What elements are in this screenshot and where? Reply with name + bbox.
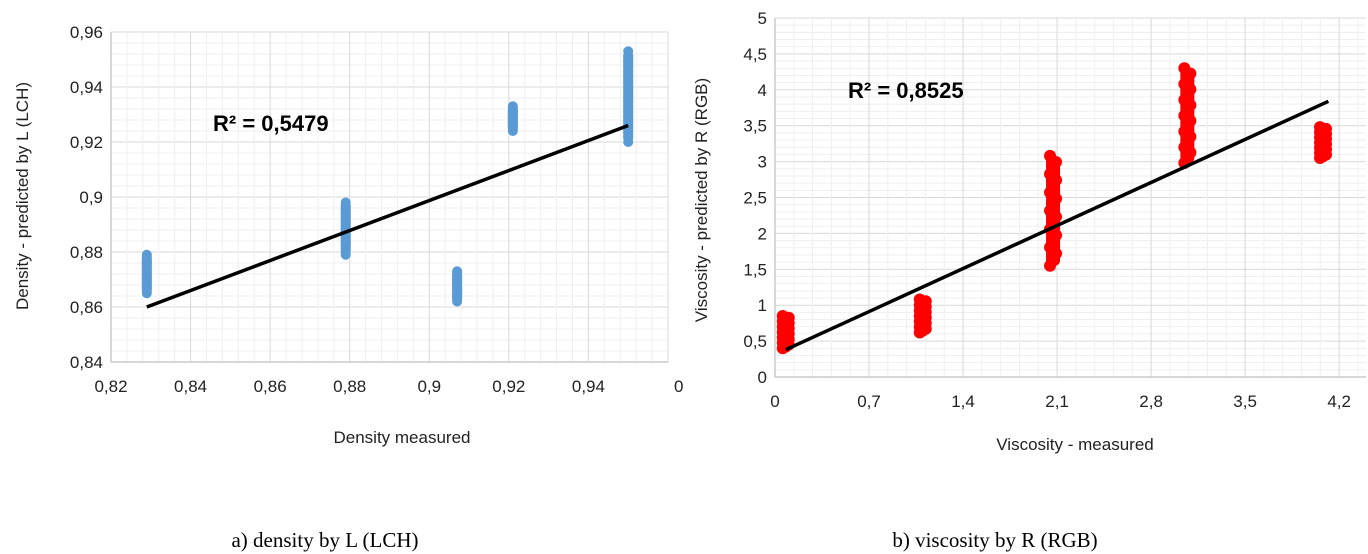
x-tick-label: 0,94 [572, 377, 605, 396]
y-tick-label: 0,9 [79, 188, 103, 207]
chart-b-x-axis-label: Viscosity - measured [996, 435, 1153, 454]
x-tick-label: 0,92 [492, 377, 525, 396]
chart-b-grid [774, 17, 1366, 378]
y-tick-label: 0,96 [70, 23, 103, 42]
chart-b-tick-labels: 0 0,5 1 1,5 2 2,5 3 3,5 4 4,5 5 0 0,7 1,4 2,1 2,8 3,5 4,2 [743, 9, 1351, 411]
chart-b-r2-annotation: R² = 0,8525 [848, 78, 964, 103]
chart-density: 0,84 0,86 0,88 0,9 0,92 0,94 0,96 0,82 0,84 0,86 0… [13, 23, 683, 552]
chart-a-y-axis-label: Density - predicted by L (LCH) [13, 82, 32, 310]
y-tick-label: 4 [758, 81, 767, 100]
trendline [146, 123, 629, 309]
x-tick-label: 0,9 [417, 377, 441, 396]
x-tick-label: 0 [674, 377, 683, 396]
chart-b-trendline [785, 99, 1330, 352]
data-point-cluster [778, 315, 793, 349]
y-tick-label: 0,86 [70, 298, 103, 317]
y-tick-label: 3,5 [743, 117, 767, 136]
data-point-cluster [507, 106, 518, 131]
chart-a-r2-annotation: R² = 0,5479 [213, 111, 329, 136]
data-point-cluster [340, 202, 351, 255]
x-tick-label: 4,2 [1327, 392, 1351, 411]
chart-a-points [141, 46, 634, 307]
chart-a-axes [110, 32, 668, 363]
y-tick-label: 5 [758, 9, 767, 28]
chart-b-points [776, 62, 1333, 355]
data-point-cluster [141, 254, 152, 294]
y-tick-label: 4,5 [743, 45, 767, 64]
y-tick-label: 0,84 [70, 353, 103, 372]
x-tick-label: 3,5 [1233, 392, 1257, 411]
x-tick-label: 0,88 [333, 377, 366, 396]
y-tick-label: 3 [758, 153, 767, 172]
x-tick-label: 2,1 [1045, 392, 1069, 411]
data-point-cluster [1046, 155, 1061, 266]
chart-viscosity: 0 0,5 1 1,5 2 2,5 3 3,5 4 4,5 5 0 0,7 1,4 2,1 2,8 3,5 4,2… [692, 9, 1366, 552]
chart-a-caption: a) density by L (LCH) [231, 528, 418, 552]
x-tick-label: 0,82 [94, 377, 127, 396]
x-tick-label: 1,4 [951, 392, 975, 411]
x-tick-label: 0,7 [857, 392, 881, 411]
data-point-cluster [1316, 127, 1331, 159]
chart-a-tick-labels: 0,84 0,86 0,88 0,9 0,92 0,94 0,96 0,82 0,84 0,86 0… [70, 23, 684, 396]
x-tick-label: 0,84 [174, 377, 207, 396]
y-tick-label: 0,88 [70, 243, 103, 262]
chart-b-y-axis-label: Viscosity - predicted by R (RGB) [692, 78, 711, 322]
data-point-cluster [915, 299, 930, 333]
y-tick-label: 0,94 [70, 78, 103, 97]
chart-b-caption: b) viscosity by R (RGB) [892, 528, 1097, 552]
data-point-cluster [452, 271, 463, 302]
y-tick-label: 2,5 [743, 189, 767, 208]
data-point-cluster [623, 51, 634, 142]
chart-a-x-axis-label: Density measured [333, 428, 470, 447]
y-tick-label: 0,5 [743, 332, 767, 351]
y-tick-label: 0,92 [70, 133, 103, 152]
x-tick-label: 0 [770, 392, 779, 411]
trendline [785, 99, 1330, 352]
x-tick-label: 2,8 [1139, 392, 1163, 411]
x-tick-label: 0,86 [254, 377, 287, 396]
y-tick-label: 2 [758, 224, 767, 243]
y-tick-label: 1 [758, 296, 767, 315]
chart-b-axes [774, 18, 1366, 378]
data-point-cluster [1180, 68, 1195, 164]
y-tick-label: 1,5 [743, 260, 767, 279]
chart-a-trendline [146, 123, 629, 309]
chart-a-grid [110, 31, 669, 363]
y-tick-label: 0 [758, 368, 767, 387]
